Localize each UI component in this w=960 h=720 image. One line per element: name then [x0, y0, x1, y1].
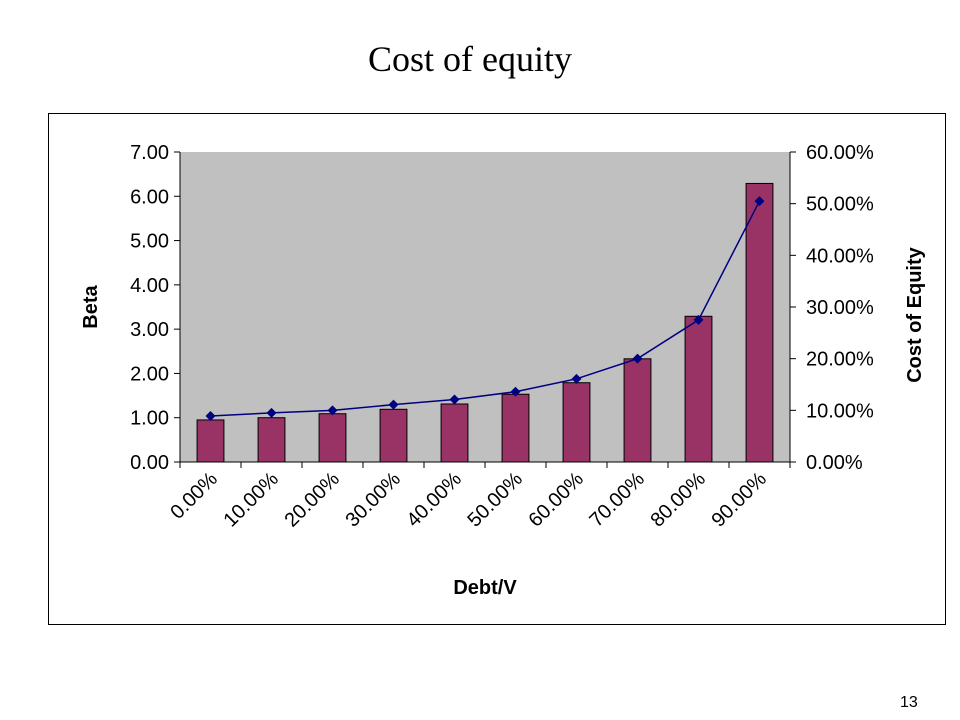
right-tick-label: 30.00% [806, 297, 874, 319]
x-category-label: 40.00% [403, 468, 467, 532]
beta-cost-of-equity-chart: 0.001.002.003.004.005.006.007.000.00%10.… [80, 142, 926, 599]
left-tick-label: 2.00 [130, 363, 169, 385]
cost-of-equity-point [754, 196, 765, 207]
cost-of-equity-point [205, 411, 216, 422]
beta-bar [745, 182, 774, 463]
left-tick-label: 6.00 [130, 186, 169, 208]
right-tick-label: 60.00% [806, 142, 874, 164]
cost-of-equity-point [388, 399, 399, 410]
beta-bar [196, 419, 225, 463]
cost-of-equity-point [632, 353, 643, 364]
left-tick-label: 1.00 [130, 408, 169, 430]
x-category-label: 70.00% [586, 468, 650, 532]
beta-bar [623, 358, 652, 463]
cost-of-equity-point [571, 373, 582, 384]
left-tick-label: 0.00 [130, 452, 169, 474]
right-axis-title: Cost of Equity [904, 246, 926, 382]
cost-of-equity-point [693, 314, 704, 325]
x-category-label: 60.00% [525, 468, 589, 532]
page-number: 13 [900, 694, 918, 711]
right-tick-label: 20.00% [806, 349, 874, 371]
beta-bar [318, 413, 347, 463]
x-category-label: 20.00% [281, 468, 345, 532]
left-tick-label: 7.00 [130, 142, 169, 164]
beta-bar [684, 315, 713, 463]
x-category-label: 80.00% [647, 468, 711, 532]
x-category-label: 50.00% [464, 468, 528, 532]
slide-title: Cost of equity [368, 39, 572, 79]
chart-frame: 0.00 1.00 2.00 3.00 4.00 5.00 6.00 7.00 0.00% 10.… [48, 113, 946, 625]
beta-bar [562, 382, 591, 463]
cost-of-equity-point [327, 405, 338, 416]
cost-of-equity-line [210, 200, 761, 417]
x-category-label: 30.00% [342, 468, 406, 532]
right-tick-label: 10.00% [806, 400, 874, 422]
left-axis-title: Beta [80, 284, 102, 328]
cost-of-equity-point [449, 394, 460, 405]
x-axis-title: Debt/V [453, 577, 517, 599]
x-category-label: 0.00% [166, 468, 222, 524]
cost-of-equity-point [266, 407, 277, 418]
right-tick-label: 40.00% [806, 245, 874, 267]
cost-of-equity-point [510, 386, 521, 397]
x-category-label: 10.00% [220, 468, 284, 532]
beta-bar [257, 417, 286, 463]
left-tick-label: 4.00 [130, 275, 169, 297]
beta-bar [501, 393, 530, 463]
left-tick-label: 5.00 [130, 231, 169, 253]
right-tick-label: 50.00% [806, 194, 874, 216]
beta-bar [379, 408, 408, 463]
x-category-label: 90.00% [708, 468, 772, 532]
left-tick-label: 3.00 [130, 319, 169, 341]
beta-bar [440, 403, 469, 463]
right-tick-label: 0.00% [806, 452, 863, 474]
